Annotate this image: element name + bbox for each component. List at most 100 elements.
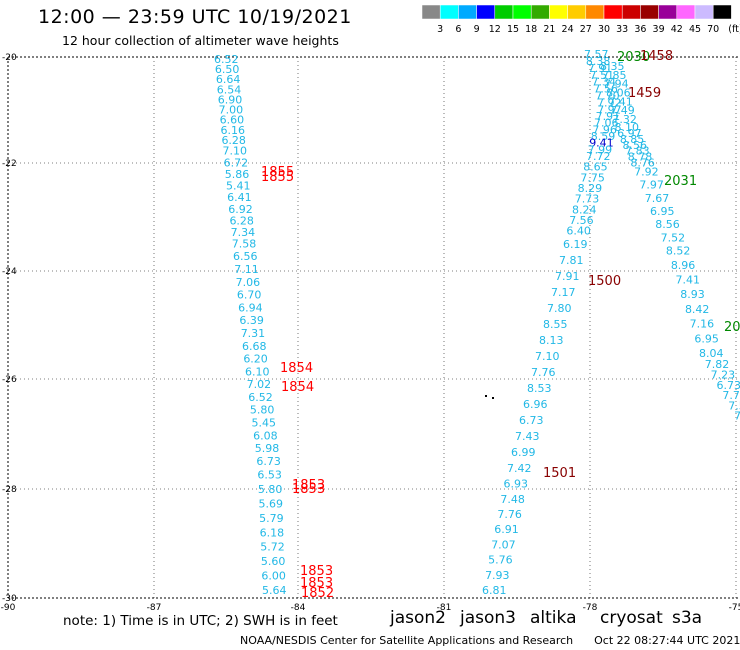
track-mid-value: 7.80: [547, 302, 572, 315]
scale-label: 27: [580, 24, 592, 35]
track-mid-value: 7.34: [591, 76, 616, 89]
track-right-value: 7.67: [645, 192, 670, 205]
pass-time-label: 1853: [300, 564, 333, 579]
track-left-value: 5.72: [260, 541, 285, 554]
sat-label-s3a: s3a: [672, 608, 703, 628]
track-left-value: 6.16: [221, 124, 246, 137]
lon-tick-label: -78: [583, 603, 598, 613]
track-right-value: 7.41: [608, 95, 633, 108]
track-left-value: 6.92: [228, 203, 253, 216]
track-left-value: 6.41: [227, 191, 252, 204]
track-mid-value: 7.91: [596, 110, 621, 123]
track-mid-value: 8.59: [591, 130, 616, 143]
track-mid-value: 7.07: [491, 538, 516, 551]
scale-label: 9: [474, 24, 480, 35]
track-mid-value: 8.24: [572, 203, 597, 216]
track-mid-value: 7.06: [594, 117, 619, 130]
track-mid-value: 8.29: [578, 182, 603, 195]
track-right-value: 7.82: [705, 358, 730, 371]
track-right-value: 7.97: [639, 179, 664, 192]
track-mid-value: 6.93: [503, 478, 528, 491]
pass-time-label: 2031: [664, 174, 697, 189]
track-right-value: 6.73: [716, 379, 740, 392]
marker-dot: [485, 395, 487, 397]
track-right-value: 8.06: [606, 86, 631, 99]
map-title: 12:00 — 23:59 UTC 10/19/2021: [38, 6, 352, 28]
track-left-value: 5.86: [225, 168, 250, 181]
track-right-value: 7.23: [711, 369, 736, 382]
track-mid-value: 6.99: [511, 446, 536, 459]
track-left-value: 5.80: [250, 404, 275, 417]
track-left-value: 6.08: [253, 429, 278, 442]
scale-label: 42: [671, 24, 683, 35]
track-mid-value: 7.70: [595, 90, 620, 103]
scale-label: 18: [525, 24, 537, 35]
track-left-value: 6.53: [257, 469, 282, 482]
track-mid-value: 7.56: [569, 214, 594, 227]
track-mid-value: 6.81: [482, 584, 507, 597]
track-left-value: 6.52: [248, 391, 272, 404]
pass-time-label: 1855: [261, 170, 294, 185]
track-left-value: 6.73: [256, 455, 281, 468]
scale-label: 39: [653, 24, 665, 35]
track-left-value: 6.64: [216, 73, 241, 86]
scale-label: 21: [543, 24, 555, 35]
track-left-value: 6.00: [261, 570, 286, 583]
track-right-value: 8.85: [620, 133, 645, 146]
track-left-value: 6.50: [215, 63, 240, 76]
pass-time-label: 1852: [301, 586, 334, 601]
footer-org: NOAA/NESDIS Center for Satellite Applica…: [240, 634, 574, 647]
track-left-value: 7.10: [222, 145, 247, 158]
track-mid-value: 8.65: [583, 161, 608, 174]
track-left-value: 7.11: [234, 263, 258, 276]
track-left-value: 6.10: [245, 365, 270, 378]
track-right-value: 7.83: [625, 145, 650, 158]
scale-label: 6: [455, 24, 461, 35]
track-right-value: 8.35: [600, 60, 625, 73]
track-left-value: 6.70: [237, 289, 262, 302]
legend-note: note: 1) Time is in UTC; 2) SWH is in fe…: [63, 613, 338, 629]
marker-dot: [492, 397, 494, 399]
pass-time-label: 1501: [543, 466, 576, 481]
track-right-value: 7.51: [728, 399, 740, 412]
scale-label: 33: [616, 24, 628, 35]
track-left-value: 7.00: [219, 104, 244, 117]
track-left-value: 5.41: [226, 180, 251, 193]
track-left-value: 6.94: [238, 301, 262, 314]
track-mid-value: 7.75: [580, 171, 605, 184]
track-mid-value: 7.93: [485, 569, 510, 582]
track-mid-value: 6.19: [563, 238, 588, 251]
lat-tick-label: -26: [2, 375, 17, 385]
track-right-value: 7.92: [634, 165, 659, 178]
map-subtitle: 12 hour collection of altimeter wave hei…: [62, 33, 339, 48]
track-left-value: 6.60: [220, 114, 245, 127]
track-right-value: 8.93: [680, 288, 705, 301]
track-mid-value: 8.38: [586, 55, 611, 68]
scale-label: 12: [489, 24, 501, 35]
scale-label: 36: [634, 24, 646, 35]
track-right-value: 8.78: [628, 151, 653, 164]
track-right-value: 7.32: [734, 410, 740, 423]
track-mid-value: 8.55: [543, 318, 568, 331]
track-right-value: 7.94: [604, 78, 629, 91]
track-right-value: 6.97: [617, 127, 642, 140]
track-mid-value: 7.76: [531, 366, 556, 379]
track-mid-value: 6.96: [523, 398, 548, 411]
track-right-value: 8.10: [615, 121, 640, 134]
lon-tick-label: -75: [729, 603, 740, 613]
pass-time-label: 1853: [292, 478, 325, 493]
pass-time-label: 20: [724, 320, 740, 335]
lon-tick-label: -84: [291, 603, 306, 613]
track-mid-value: 7.81: [559, 254, 584, 267]
track-mid-value: 7.56: [593, 83, 618, 96]
track-mid-value: 7.10: [535, 350, 560, 363]
track-right-value: 8.76: [630, 156, 655, 169]
sat-label-jason3: jason3: [460, 608, 516, 628]
pass-time-label: 1459: [628, 86, 661, 101]
track-left-value: 6.54: [217, 83, 242, 96]
track-left-value: 7.34: [231, 226, 256, 239]
track-mid-value: 6.91: [494, 523, 519, 536]
track-left-value: 5.69: [259, 497, 284, 510]
